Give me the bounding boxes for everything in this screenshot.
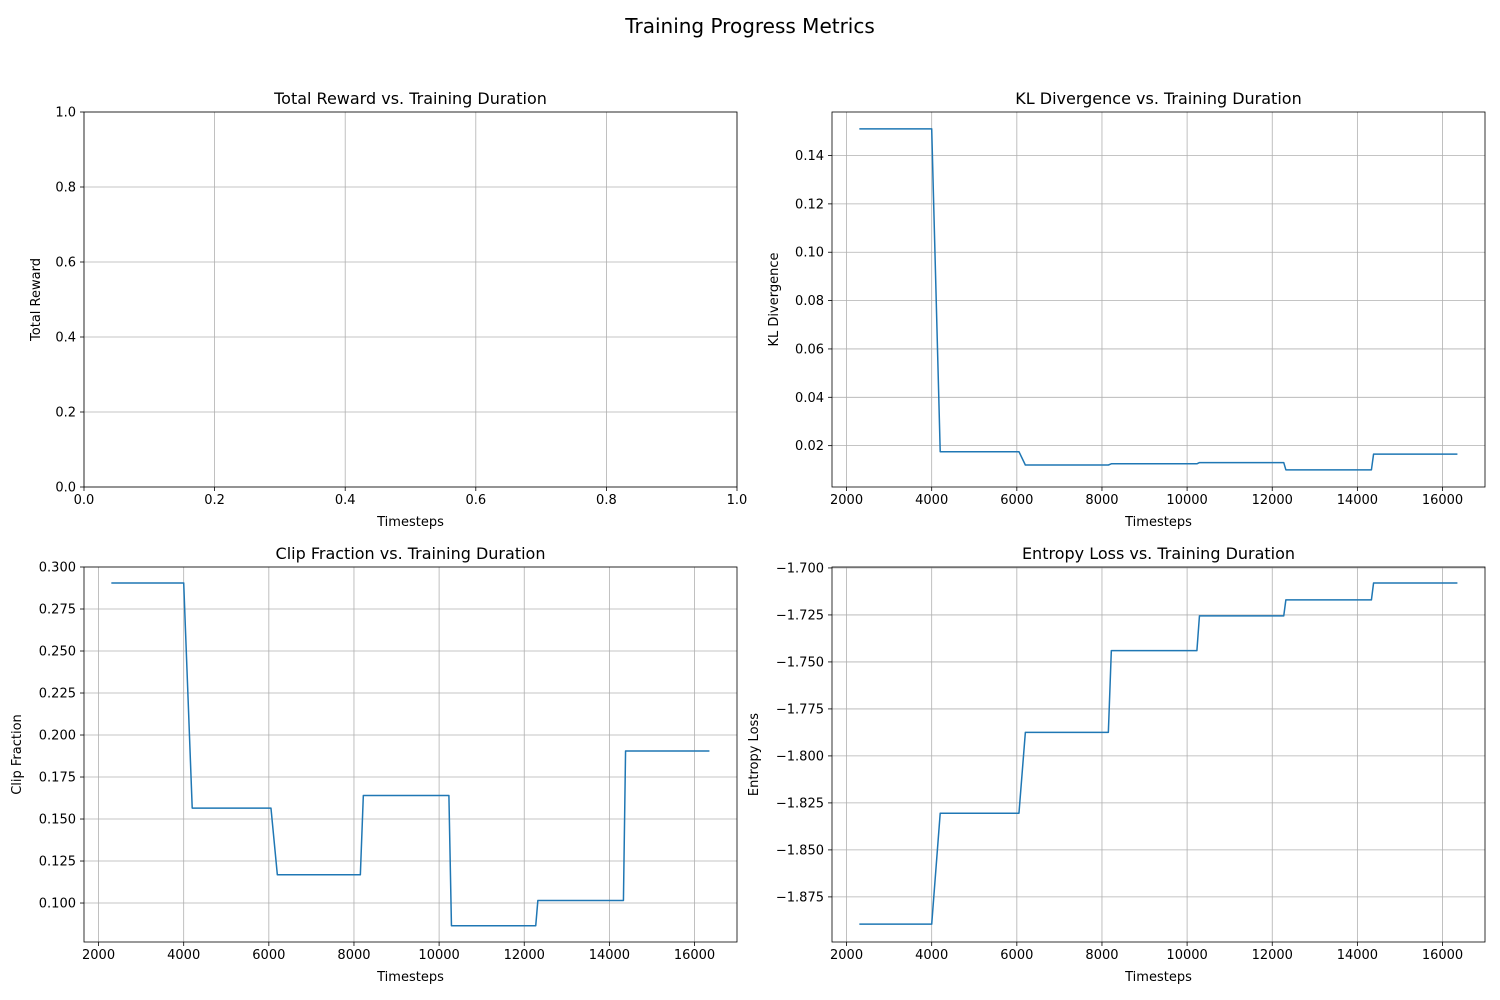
total-reward-x-tick-label: 0.2 [204, 493, 225, 508]
clip-fraction-title: Clip Fraction vs. Training Duration [276, 544, 546, 563]
kl-divergence-y-tick-label: 0.10 [795, 246, 824, 261]
kl-divergence-x-tick-label: 4000 [915, 493, 948, 508]
entropy-loss-y-tick-label: −1.875 [776, 890, 824, 905]
clip-fraction-y-tick-label: 0.300 [39, 561, 76, 576]
clip-fraction-y-tick-label: 0.100 [39, 897, 76, 912]
figure-title: Training Progress Metrics [625, 14, 875, 38]
total-reward-y-tick-label: 0.6 [55, 256, 76, 271]
total-reward-y-tick-label: 0.4 [55, 331, 76, 346]
clip-fraction-panel: 2000 4000 6000 8000 10000 12000 14000 16000 0.10… [10, 544, 738, 985]
entropy-loss-y-tick-label: −1.725 [776, 608, 824, 623]
total-reward-x-tick-label: 0.4 [335, 493, 356, 508]
clip-fraction-x-tick-label: 4000 [167, 948, 200, 963]
clip-fraction-y-axis-label: Clip Fraction [10, 714, 25, 795]
clip-fraction-axes-frame [83, 566, 738, 943]
kl-divergence-x-axis-label: Timesteps [1124, 515, 1192, 530]
entropy-loss-y-tick-label: −1.750 [776, 655, 824, 670]
clip-fraction-y-tick-label: 0.125 [39, 855, 76, 870]
entropy-loss-y-tick-label: −1.850 [776, 843, 824, 858]
kl-divergence-y-tick-label: 0.04 [795, 391, 824, 406]
clip-fraction-x-tick-label: 2000 [82, 948, 115, 963]
total-reward-y-axis-label: Total Reward [29, 258, 44, 342]
total-reward-x-tick-label: 0.0 [74, 493, 95, 508]
kl-divergence-y-tick-label: 0.02 [795, 439, 824, 454]
kl-divergence-y-tick-label: 0.12 [795, 197, 824, 212]
clip-fraction-x-tick-label: 14000 [589, 948, 630, 963]
kl-divergence-y-tick-label: 0.06 [795, 342, 824, 357]
entropy-loss-title: Entropy Loss vs. Training Duration [1022, 544, 1295, 563]
entropy-loss-axes-frame [831, 566, 1486, 943]
clip-fraction-y-tick-label: 0.225 [39, 687, 76, 702]
total-reward-title: Total Reward vs. Training Duration [273, 89, 547, 108]
entropy-loss-y-tick-label: −1.800 [776, 749, 824, 764]
kl-divergence-x-tick-label: 8000 [1085, 493, 1118, 508]
clip-fraction-x-axis-label: Timesteps [376, 970, 444, 985]
total-reward-y-tick-label: 1.0 [55, 106, 76, 121]
total-reward-x-tick-label: 0.8 [596, 493, 617, 508]
entropy-loss-panel: 2000 4000 6000 8000 10000 12000 14000 16000 −1.8… [747, 544, 1486, 985]
kl-divergence-y-tick-label: 0.08 [795, 294, 824, 309]
kl-divergence-y-axis-label: KL Divergence [767, 253, 782, 347]
clip-fraction-y-tick-label: 0.175 [39, 771, 76, 786]
entropy-loss-x-tick-label: 14000 [1337, 948, 1378, 963]
total-reward-y-tick-label: 0.0 [55, 481, 76, 496]
entropy-loss-x-tick-label: 16000 [1422, 948, 1463, 963]
entropy-loss-x-tick-label: 4000 [915, 948, 948, 963]
kl-divergence-y-tick-label: 0.14 [795, 149, 824, 164]
entropy-loss-x-tick-label: 12000 [1252, 948, 1293, 963]
clip-fraction-y-tick-label: 0.150 [39, 813, 76, 828]
entropy-loss-y-tick-label: −1.700 [776, 561, 824, 576]
entropy-loss-x-tick-label: 6000 [1000, 948, 1033, 963]
clip-fraction-y-tick-label: 0.200 [39, 729, 76, 744]
kl-divergence-x-tick-label: 14000 [1337, 493, 1378, 508]
entropy-loss-x-tick-label: 8000 [1085, 948, 1118, 963]
total-reward-y-tick-label: 0.8 [55, 181, 76, 196]
entropy-loss-y-tick-label: −1.775 [776, 702, 824, 717]
clip-fraction-y-tick-label: 0.275 [39, 603, 76, 618]
entropy-loss-y-axis-label: Entropy Loss [747, 713, 762, 796]
kl-divergence-axes-frame [831, 111, 1486, 488]
kl-divergence-x-tick-label: 16000 [1422, 493, 1463, 508]
entropy-loss-series-line [859, 582, 1458, 925]
entropy-loss-y-tick-label: −1.825 [776, 796, 824, 811]
clip-fraction-x-tick-label: 16000 [674, 948, 715, 963]
total-reward-x-axis-label: Timesteps [376, 515, 444, 530]
entropy-loss-x-axis-label: Timesteps [1124, 970, 1192, 985]
total-reward-x-tick-label: 0.6 [465, 493, 486, 508]
clip-fraction-y-tick-label: 0.250 [39, 645, 76, 660]
total-reward-y-tick-label: 0.2 [55, 406, 76, 421]
kl-divergence-x-tick-label: 2000 [830, 493, 863, 508]
entropy-loss-x-tick-label: 10000 [1166, 948, 1207, 963]
clip-fraction-series-line [111, 582, 710, 927]
kl-divergence-panel: 2000 4000 6000 8000 10000 12000 14000 16000 0.02… [767, 89, 1486, 530]
total-reward-x-tick-label: 1.0 [727, 493, 748, 508]
kl-divergence-title: KL Divergence vs. Training Duration [1015, 89, 1301, 108]
kl-divergence-x-tick-label: 10000 [1166, 493, 1207, 508]
clip-fraction-x-tick-label: 6000 [252, 948, 285, 963]
kl-divergence-x-tick-label: 12000 [1252, 493, 1293, 508]
clip-fraction-x-tick-label: 12000 [504, 948, 545, 963]
kl-divergence-series-line [859, 128, 1458, 471]
entropy-loss-x-tick-label: 2000 [830, 948, 863, 963]
clip-fraction-x-tick-label: 10000 [418, 948, 459, 963]
total-reward-panel: 0.0 0.2 0.4 0.6 0.8 1.0 0.0 0.2 0.4 0.6 0.8 1.0 Tota… [29, 89, 747, 530]
kl-divergence-x-tick-label: 6000 [1000, 493, 1033, 508]
total-reward-axes-frame [83, 111, 738, 488]
clip-fraction-x-tick-label: 8000 [337, 948, 370, 963]
